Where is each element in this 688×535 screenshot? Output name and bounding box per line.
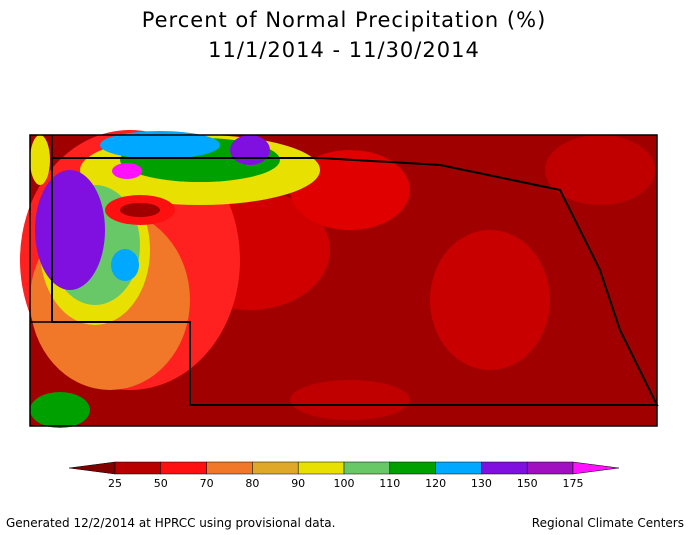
legend-tick-label: 90 (291, 477, 305, 490)
region (545, 135, 655, 205)
legend-tick-label: 80 (245, 477, 259, 490)
region (35, 170, 105, 290)
legend-swatch (343, 461, 391, 475)
legend-swatch (297, 461, 345, 475)
region (30, 392, 90, 428)
legend-tick-label: 120 (425, 477, 446, 490)
legend-swatch (114, 461, 162, 475)
legend-swatch (160, 461, 207, 475)
legend-tick-label: 25 (108, 477, 122, 490)
title-line: 11/1/2014 - 11/30/2014 (208, 38, 480, 62)
legend-swatch (481, 461, 528, 475)
legend: 25 50 70 80 90 100 110 120 130 150 175 (68, 461, 620, 490)
region (30, 135, 50, 185)
legend-tick-label: 175 (563, 477, 584, 490)
legend-swatch (572, 461, 620, 475)
footer-note: Generated 12/2/2014 at HPRCC using provi… (6, 516, 335, 530)
title-line: Percent of Normal Precipitation (%) (142, 8, 547, 32)
region (120, 203, 160, 217)
region (290, 380, 410, 420)
legend-tick-label: 70 (200, 477, 214, 490)
region (111, 249, 139, 281)
state-border (30, 135, 190, 323)
legend-swatch (526, 461, 574, 475)
legend-swatch (435, 461, 482, 475)
legend-tick-label: 100 (334, 477, 355, 490)
map-frame (29, 134, 658, 427)
legend-tick-label: 110 (379, 477, 400, 490)
footer-credit: Regional Climate Centers (532, 516, 684, 530)
legend-swatch (252, 461, 299, 475)
region (100, 131, 220, 159)
region (230, 135, 270, 165)
legend-tick-label: 50 (154, 477, 168, 490)
legend-swatch (68, 461, 116, 475)
map-area (20, 130, 659, 428)
legend-swatch (206, 461, 253, 475)
legend-tick-label: 150 (517, 477, 538, 490)
legend-tick-label: 130 (471, 477, 492, 490)
legend-swatch (389, 461, 436, 475)
region (112, 163, 142, 179)
region (430, 230, 550, 370)
